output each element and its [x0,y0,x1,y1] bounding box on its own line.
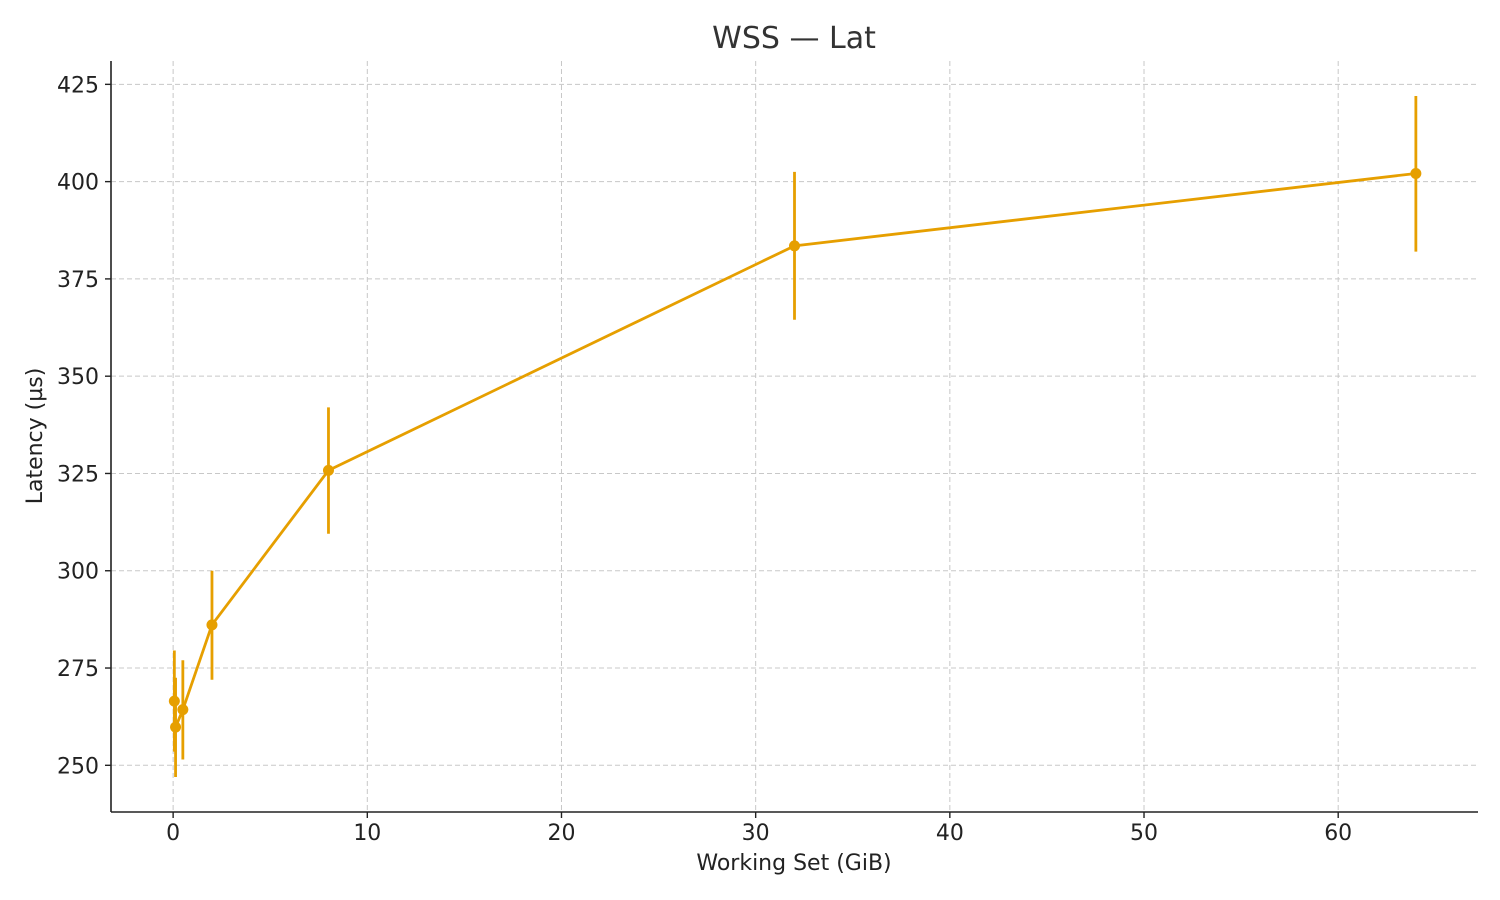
data-point-0-0 [168,695,180,707]
ticks: 0 10 20 30 40 50 60 250 275 300 325 350 375 400 425 [57,73,1352,846]
y-tick-label-0: 250 [57,754,99,779]
data-point-0-4 [322,464,334,476]
x-tick-label-0: 0 [166,821,180,846]
x-tick-label-1: 10 [353,821,381,846]
data-point-0-6 [1410,167,1422,179]
y-axis-label: Latency (µs) [23,368,48,505]
y-tick-label-7: 425 [57,73,99,98]
data-point-0-2 [177,704,189,716]
data-point-0-5 [789,240,800,252]
y-tick-label-1: 275 [57,657,99,682]
y-tick-label-5: 375 [57,268,99,293]
x-tick-label-4: 40 [936,821,964,846]
x-axis-label: Working Set (GiB) [696,851,891,876]
y-tick-label-2: 300 [57,560,99,585]
grid [111,61,1478,812]
y-tick-label-4: 350 [57,365,99,390]
chart-title: WSS — Lat [712,21,876,56]
x-tick-label-5: 50 [1130,821,1158,846]
axes [110,61,1478,813]
x-tick-label-6: 60 [1324,821,1352,846]
data-points [168,167,1422,733]
error-bars [172,96,1418,777]
data-point-0-1 [170,721,182,733]
y-tick-label-3: 325 [57,462,99,487]
x-tick-label-3: 30 [742,821,770,846]
x-tick-label-2: 20 [547,821,575,846]
data-point-0-3 [206,619,218,631]
y-tick-label-6: 400 [57,171,99,196]
